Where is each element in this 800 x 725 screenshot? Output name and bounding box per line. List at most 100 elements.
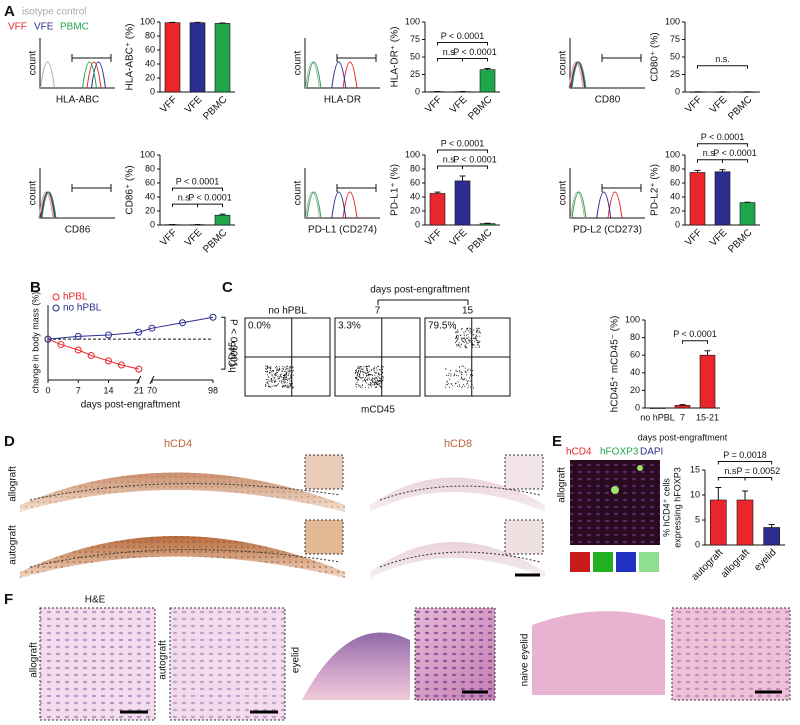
y-tick-label: 100 bbox=[625, 314, 640, 324]
channel-label: DAPI bbox=[640, 447, 663, 458]
error-bar bbox=[742, 490, 748, 500]
quadrant bbox=[425, 318, 510, 396]
y-tick-label: 0 bbox=[150, 86, 155, 96]
y-tick-label: 75 bbox=[410, 34, 420, 44]
percent-label: 79.5% bbox=[428, 321, 456, 332]
gate-label: no hPBL bbox=[268, 306, 307, 317]
inset bbox=[504, 454, 544, 490]
y-axis-label: CD86⁺ (%) bbox=[125, 165, 136, 214]
tissue-image bbox=[20, 472, 345, 512]
y-tick-label: 60 bbox=[670, 177, 680, 187]
image-label: eyelid bbox=[291, 647, 302, 673]
y-tick-label: 100 bbox=[140, 149, 155, 159]
gate bbox=[71, 54, 112, 62]
bar bbox=[763, 527, 780, 546]
point bbox=[105, 357, 112, 365]
crop bbox=[593, 552, 613, 572]
significance-bracket bbox=[172, 187, 223, 192]
x-tick-label: PBMC bbox=[466, 227, 494, 255]
x-tick-label: VFF bbox=[683, 227, 704, 248]
legend-marker bbox=[52, 304, 60, 312]
point bbox=[74, 346, 82, 354]
significance-label: P < 0.0001 bbox=[188, 193, 232, 203]
y-tick-label: 40 bbox=[410, 191, 420, 201]
significance-label: P < 0.0001 bbox=[713, 148, 757, 158]
significance-bracket bbox=[717, 461, 773, 465]
gate bbox=[71, 184, 112, 192]
significance-label: P < 0.0001 bbox=[673, 329, 717, 339]
x-tick-label: PBMC bbox=[201, 227, 229, 255]
histogram-curve bbox=[596, 191, 612, 219]
y-tick-label: 50 bbox=[410, 51, 420, 61]
x-tick-label: VFE bbox=[708, 227, 730, 249]
bar bbox=[479, 223, 496, 226]
y-tick-label: 60 bbox=[145, 177, 155, 187]
error-bar bbox=[715, 487, 722, 500]
tissue-image bbox=[370, 477, 545, 512]
marker-label: CD86 bbox=[65, 225, 91, 236]
y-tick-label: 60 bbox=[630, 350, 640, 360]
significance-label: n.s. bbox=[178, 193, 193, 203]
point bbox=[117, 361, 125, 369]
y-tick-label: 20 bbox=[145, 205, 155, 215]
x-tick-label: VFE bbox=[708, 94, 730, 116]
bar bbox=[429, 193, 446, 226]
significance-label: P < 0.0001 bbox=[176, 177, 220, 187]
x-tick-label: 7 bbox=[76, 385, 81, 395]
significance-bracket bbox=[697, 65, 748, 69]
marker-label: PD-L1 (CD274) bbox=[308, 225, 377, 236]
y-tick-label: 0 bbox=[635, 402, 640, 412]
gate-label: 15 bbox=[462, 306, 474, 317]
y-tick-label: 80 bbox=[630, 332, 640, 342]
y-tick-label: 100 bbox=[140, 16, 155, 26]
gate bbox=[336, 184, 377, 192]
y-tick-label: 25 bbox=[670, 69, 680, 79]
point bbox=[148, 324, 156, 332]
y-tick-label: 80 bbox=[670, 163, 680, 173]
axis-label: count bbox=[293, 51, 304, 76]
y-tick-label: 15 bbox=[690, 464, 700, 474]
inset bbox=[304, 519, 344, 555]
y-axis-label: expressing hFOXP3 bbox=[672, 467, 682, 548]
channel-label: hCD4 bbox=[566, 447, 592, 458]
y-tick-label: 60 bbox=[410, 177, 420, 187]
he-image bbox=[532, 611, 665, 695]
error-bar bbox=[434, 191, 441, 194]
he-image bbox=[672, 608, 790, 700]
bar bbox=[689, 172, 706, 226]
fluorescence-image bbox=[570, 460, 660, 545]
marker-label: PD-L2 (CD273) bbox=[573, 225, 642, 236]
x-tick-label: 21 bbox=[134, 385, 144, 395]
legend-entry: VFF bbox=[8, 22, 27, 33]
y-tick-label: 100 bbox=[405, 16, 420, 26]
y-tick-label: 5 bbox=[695, 514, 700, 524]
y-tick-label: 50 bbox=[670, 51, 680, 61]
x-tick-label: 14 bbox=[103, 385, 113, 395]
point bbox=[135, 365, 143, 373]
gate bbox=[601, 184, 642, 192]
panel-letters: A B C D E F bbox=[4, 3, 562, 608]
legend-entry: hPBL bbox=[63, 292, 88, 303]
axis bbox=[304, 168, 380, 219]
error-bar bbox=[694, 169, 701, 173]
x-tick-label: PBMC bbox=[726, 227, 754, 255]
image-label: naive eyelid bbox=[520, 634, 531, 687]
y-tick-label: 80 bbox=[410, 163, 420, 173]
inset bbox=[304, 454, 344, 490]
x-tick-label: VFF bbox=[683, 94, 704, 115]
series-line bbox=[47, 338, 139, 370]
stain-label: hCD4 bbox=[164, 438, 192, 450]
x-tick-label: 98 bbox=[208, 385, 218, 395]
axis-label: count bbox=[28, 181, 39, 206]
axis-label: count bbox=[28, 51, 39, 76]
histogram-curve bbox=[306, 191, 322, 219]
point bbox=[74, 332, 82, 340]
panel-letter: B bbox=[30, 279, 41, 296]
bar bbox=[214, 214, 231, 226]
flow-legend: isotype control VFF VFE PBMC bbox=[8, 7, 89, 33]
he-image bbox=[170, 608, 285, 720]
y-axis-label: PD-L2⁺ (%) bbox=[650, 164, 661, 216]
significance-bracket bbox=[722, 159, 748, 163]
axis bbox=[304, 38, 380, 89]
marker-label: HLA-ABC bbox=[56, 95, 99, 106]
